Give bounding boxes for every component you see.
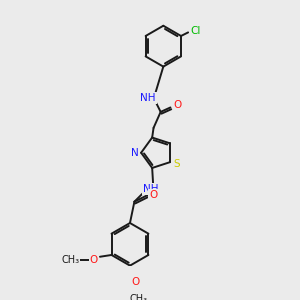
Text: NH: NH — [142, 184, 158, 194]
Text: O: O — [90, 255, 98, 265]
Text: O: O — [149, 190, 157, 200]
Text: CH₃: CH₃ — [130, 294, 148, 300]
Text: O: O — [131, 277, 140, 286]
Text: S: S — [173, 159, 180, 169]
Text: NH: NH — [140, 93, 156, 103]
Text: N: N — [131, 148, 139, 158]
Text: CH₃: CH₃ — [61, 255, 80, 265]
Text: Cl: Cl — [190, 26, 200, 36]
Text: O: O — [173, 100, 182, 110]
